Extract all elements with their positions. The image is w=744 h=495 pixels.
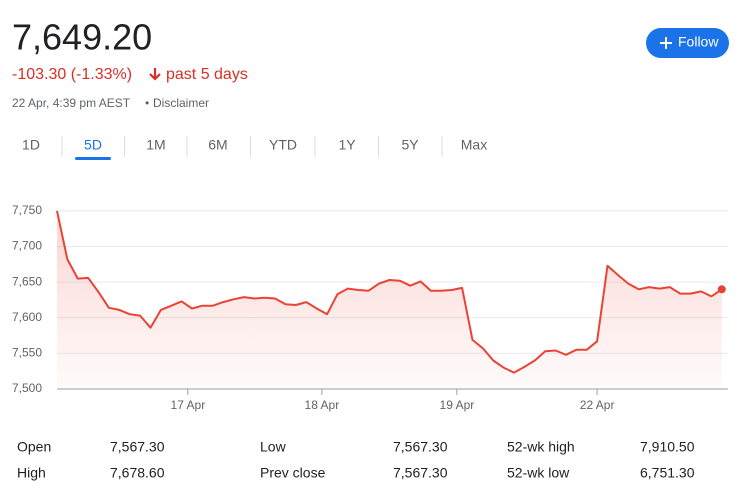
range-tab[interactable]: Max	[461, 137, 487, 153]
follow-label: Follow	[678, 34, 719, 50]
stat-value: 7,678.60	[110, 465, 165, 481]
stat-value: 7,567.30	[393, 465, 448, 481]
stat-label: Open	[17, 439, 51, 455]
range-tabs: 1D 5D 1M 6M YTD 1Y 5Y Max	[22, 136, 487, 160]
range-tab[interactable]: 5Y	[401, 137, 419, 153]
x-tick-label: 18 Apr	[305, 398, 340, 412]
y-tick-label: 7,500	[12, 381, 42, 395]
stat-label: 52-wk low	[507, 465, 570, 481]
price-change: -103.30 (-1.33%)	[12, 66, 132, 83]
y-tick-label: 7,550	[12, 346, 42, 360]
separator-dot: •	[145, 96, 149, 110]
stat-label: 52-wk high	[507, 439, 575, 455]
chart: 7,500 7,550 7,600 7,650 7,700 7,750 17 Apr 18 A…	[12, 203, 728, 412]
price-area	[57, 210, 722, 389]
down-arrow	[149, 68, 161, 81]
range-tab[interactable]: 5D	[84, 137, 102, 153]
stats-table: Open 7,567.30 Low 7,567.30 52-wk high 7,910.5…	[17, 439, 695, 481]
price: 7,649.20	[12, 17, 152, 58]
follow-button-bg	[646, 28, 729, 58]
range-tab[interactable]: 1D	[22, 137, 40, 153]
y-tick-label: 7,750	[12, 203, 42, 217]
stat-value: 7,567.30	[393, 439, 448, 455]
price-line	[56, 210, 723, 374]
plus-icon	[660, 37, 672, 49]
stat-label: Prev close	[260, 465, 326, 481]
range-tab[interactable]: 1Y	[338, 137, 356, 153]
stat-label: High	[17, 465, 46, 481]
selected-underline	[75, 157, 111, 160]
range-tab[interactable]: 6M	[208, 137, 227, 153]
change-period: past 5 days	[166, 66, 248, 83]
stat-value: 7,567.30	[110, 439, 165, 455]
range-tab[interactable]: YTD	[269, 137, 297, 153]
stat-value: 7,910.50	[640, 439, 695, 455]
y-tick-label: 7,600	[12, 310, 42, 324]
timestamp: 22 Apr, 4:39 pm AEST	[12, 96, 131, 110]
stat-label: Low	[260, 439, 287, 455]
stat-value: 6,751.30	[640, 465, 695, 481]
x-tick-label: 22 Apr	[580, 398, 615, 412]
follow-button[interactable]: Follow	[646, 28, 729, 58]
last-point	[717, 285, 726, 294]
x-tick-label: 19 Apr	[440, 398, 475, 412]
disclaimer-link[interactable]: Disclaimer	[153, 96, 209, 110]
y-tick-label: 7,650	[12, 274, 42, 288]
range-tab[interactable]: 1M	[146, 137, 165, 153]
x-tick-label: 17 Apr	[171, 398, 206, 412]
y-tick-label: 7,700	[12, 239, 42, 253]
